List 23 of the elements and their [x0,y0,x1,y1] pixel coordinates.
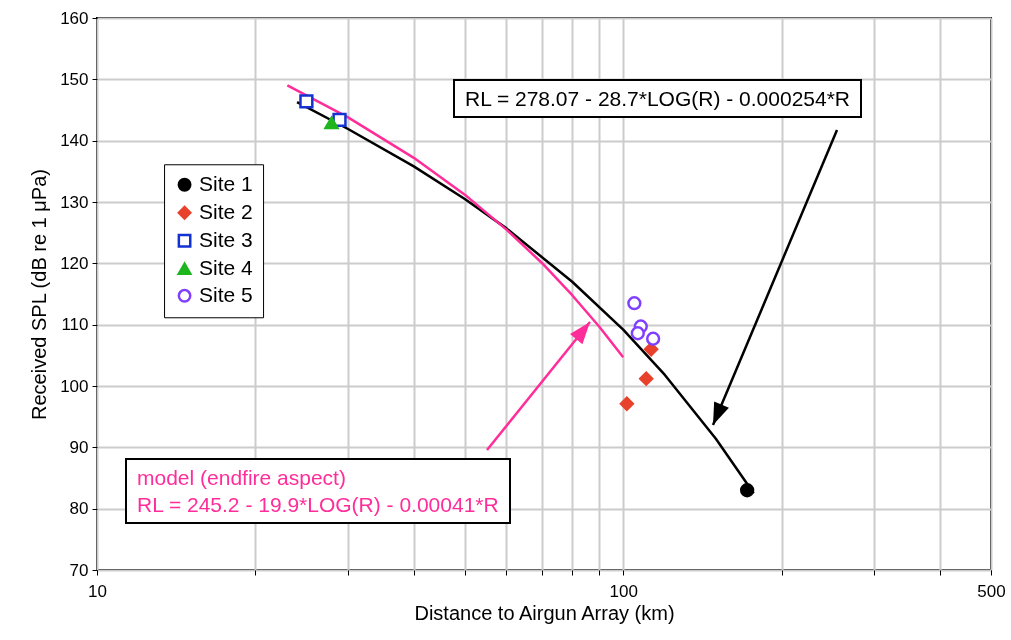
y-tick-label: 120 [60,253,89,273]
legend-label: Site 1 [199,171,253,195]
y-tick-label: 150 [60,69,89,89]
y-axis-title: Received SPL (dB re 1 μPa) [28,169,51,420]
y-tick-label: 80 [69,499,89,519]
x-axis-title: Distance to Airgun Array (km) [414,601,675,624]
x-tick-label: 10 [88,581,107,601]
y-tick-label: 140 [60,131,89,151]
y-tick-label: 160 [60,8,89,28]
legend-label: Site 3 [199,227,253,251]
x-tick-label: 500 [977,581,1006,601]
y-tick-label: 90 [69,437,89,457]
annotation: RL = 245.2 - 19.9*LOG(R) - 0.00041*R [137,492,499,518]
annotation: RL = 278.07 - 28.7*LOG(R) - 0.000254*R [465,86,851,112]
y-tick-label: 130 [60,192,89,212]
y-tick-label: 100 [60,376,89,396]
x-tick-label: 100 [609,581,638,601]
legend-label: Site 2 [199,199,253,223]
legend-label: Site 5 [199,282,253,306]
annotation: model (endfire aspect) [137,465,347,491]
legend-label: Site 4 [199,255,254,279]
y-tick-label: 70 [69,560,89,580]
y-tick-label: 110 [61,315,89,335]
